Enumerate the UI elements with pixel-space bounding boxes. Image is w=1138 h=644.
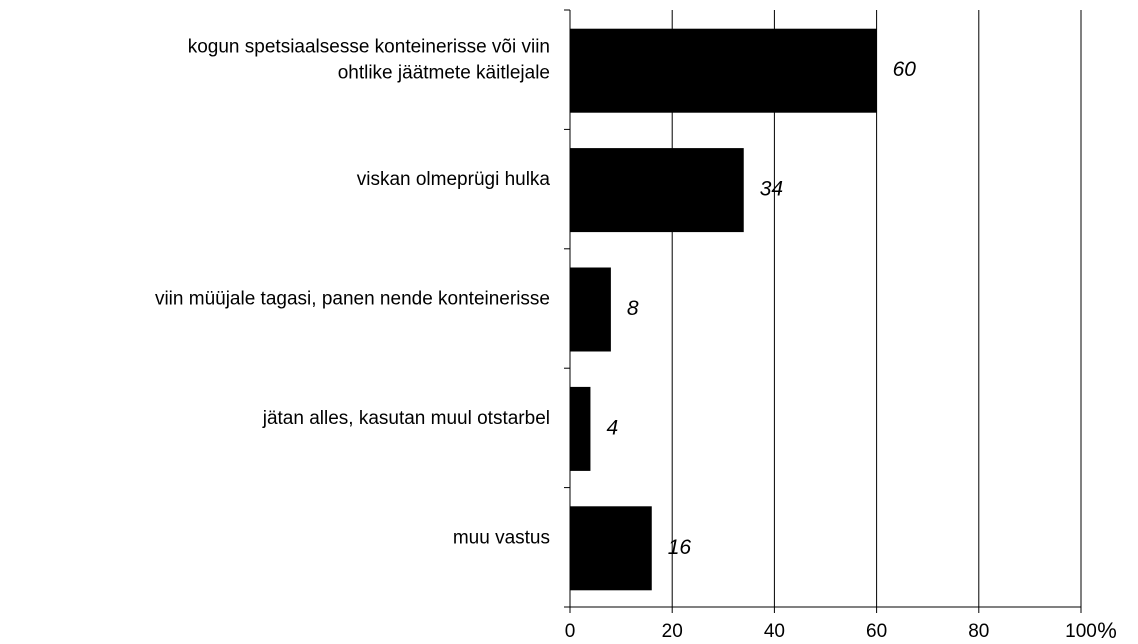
bar [570,267,611,352]
bar [570,386,591,471]
y-tick-label: viskan olmeprügi hulka [357,169,551,190]
x-tick-label: 0 [565,621,576,642]
value-label: 60 [893,58,917,81]
bar [570,506,652,591]
x-tick-label: 40 [764,621,785,642]
y-tick-label: muu vastus [453,527,550,548]
value-label: 16 [668,536,692,559]
x-axis-label: % [1097,618,1117,643]
y-tick-label: kogun spetsiaalsesse konteinerisse või v… [188,37,550,84]
bar [570,28,877,113]
x-tick-label: 60 [866,621,887,642]
value-label: 34 [760,178,783,201]
bar [570,148,744,233]
x-tick-label: 80 [968,621,989,642]
x-tick-label: 100 [1065,621,1097,642]
value-label: 8 [627,297,639,320]
y-tick-label: viin müüjale tagasi, panen nende kontein… [155,289,550,310]
value-label: 4 [606,416,618,439]
y-tick-label: jätan alles, kasutan muul otstarbel [262,408,550,429]
x-tick-label: 20 [662,621,683,642]
